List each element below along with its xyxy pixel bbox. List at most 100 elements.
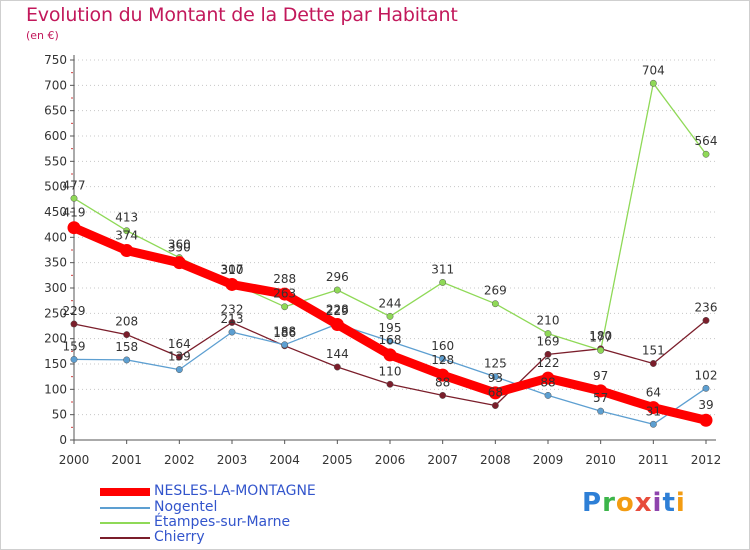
data-label: 360 xyxy=(168,238,191,252)
axes xyxy=(70,55,716,444)
data-label: 164 xyxy=(168,337,191,351)
legend-item: Nogentel xyxy=(100,500,360,516)
data-label: 307 xyxy=(221,262,244,276)
data-label: 168 xyxy=(379,333,402,347)
y-tick-label: 150 xyxy=(44,357,67,371)
data-label: 188 xyxy=(273,325,296,339)
data-label: 93 xyxy=(488,371,503,385)
data-point xyxy=(439,355,447,363)
data-point xyxy=(439,278,447,286)
data-point xyxy=(488,386,502,400)
legend-swatch xyxy=(100,507,150,509)
data-label: 419 xyxy=(63,206,86,220)
legend-label: Chierry xyxy=(154,529,205,545)
logo-letter: i xyxy=(652,488,663,518)
y-tick-label: 0 xyxy=(59,433,67,447)
legend-label: Nogentel xyxy=(154,499,218,515)
data-point xyxy=(333,286,341,294)
data-label: 31 xyxy=(646,404,661,418)
data-point xyxy=(702,150,710,158)
y-tick-label: 250 xyxy=(44,306,67,320)
y-tick-label: 450 xyxy=(44,205,67,219)
legend-swatch xyxy=(100,488,150,496)
x-tick-label: 2001 xyxy=(111,453,142,467)
logo-letter: x xyxy=(634,488,653,518)
data-point xyxy=(383,348,397,362)
data-point xyxy=(544,330,552,338)
data-point xyxy=(225,277,239,291)
x-tick-label: 2007 xyxy=(427,453,458,467)
legend-item: Chierry xyxy=(100,530,360,546)
legend-label: Étampes-sur-Marne xyxy=(154,514,291,530)
data-label: 413 xyxy=(115,211,138,225)
data-label: 122 xyxy=(537,356,560,370)
y-tick-label: 200 xyxy=(44,332,67,346)
data-label: 208 xyxy=(115,315,138,329)
data-point xyxy=(649,420,657,428)
y-tick-label: 500 xyxy=(44,180,67,194)
data-point xyxy=(491,373,499,381)
data-point xyxy=(70,320,78,328)
data-label: 244 xyxy=(379,296,402,310)
data-label: 151 xyxy=(642,343,665,357)
data-point xyxy=(646,401,660,415)
data-label: 144 xyxy=(326,347,349,361)
data-point xyxy=(333,363,341,371)
y-tick-labels: 0 50 100 150 200 250 300 350 400 450 500 550 600 650 7… xyxy=(44,53,67,447)
data-point xyxy=(228,319,236,326)
x-tick-label: 2002 xyxy=(164,453,195,467)
legend-item: NESLES-LA-MONTAGNE xyxy=(100,484,360,500)
data-point xyxy=(436,368,450,382)
x-tick-label: 2004 xyxy=(269,453,300,467)
data-label: 704 xyxy=(642,63,665,77)
data-label: 97 xyxy=(593,369,608,383)
data-point xyxy=(544,391,552,399)
data-point xyxy=(386,380,394,388)
data-label: 180 xyxy=(589,329,612,343)
data-label: 88 xyxy=(435,375,450,389)
data-label: 288 xyxy=(273,272,296,286)
data-point xyxy=(594,384,608,398)
data-point xyxy=(544,350,552,358)
y-tick-label: 700 xyxy=(44,78,67,92)
data-point xyxy=(386,312,394,320)
data-point xyxy=(228,328,236,336)
x-tick-labels: 2000 2001 2002 2003 2004 2005 2006 2007 2008 2009… xyxy=(59,453,722,467)
data-point xyxy=(172,256,186,270)
data-labels: 229 208 164 232 186 144 110 88 68 169 180 151 236 159… xyxy=(63,63,718,418)
data-label: 102 xyxy=(695,368,718,382)
data-label: 177 xyxy=(589,330,612,344)
x-tick-label: 2012 xyxy=(691,453,722,467)
legend-label: NESLES-LA-MONTAGNE xyxy=(154,483,316,499)
data-point xyxy=(491,402,499,409)
series-points xyxy=(67,79,713,428)
data-point xyxy=(702,316,710,324)
data-label: 160 xyxy=(431,339,454,353)
data-label: 195 xyxy=(379,321,402,335)
data-point xyxy=(70,355,78,363)
chart-title: Evolution du Montant de la Dette par Hab… xyxy=(26,4,458,26)
y-tick-label: 650 xyxy=(44,104,67,118)
data-label: 350 xyxy=(168,241,191,255)
data-point xyxy=(123,356,131,364)
data-label: 128 xyxy=(431,353,454,367)
data-label: 213 xyxy=(221,312,244,326)
data-label: 232 xyxy=(221,302,244,316)
data-label: 88 xyxy=(540,375,555,389)
y-tick-label: 100 xyxy=(44,382,67,396)
logo-letter: P xyxy=(582,488,603,518)
data-point xyxy=(123,331,131,339)
data-point xyxy=(541,371,555,385)
data-label: 158 xyxy=(115,340,138,354)
data-point xyxy=(281,303,289,311)
y-tick-label: 50 xyxy=(52,408,67,422)
data-point xyxy=(439,391,447,399)
x-tick-label: 2003 xyxy=(217,453,248,467)
y-tick-label: 400 xyxy=(44,230,67,244)
data-point xyxy=(123,227,131,235)
data-label: 228 xyxy=(326,302,349,316)
logo-letter: i xyxy=(675,488,686,518)
data-label: 64 xyxy=(646,386,661,400)
data-point xyxy=(649,360,657,367)
